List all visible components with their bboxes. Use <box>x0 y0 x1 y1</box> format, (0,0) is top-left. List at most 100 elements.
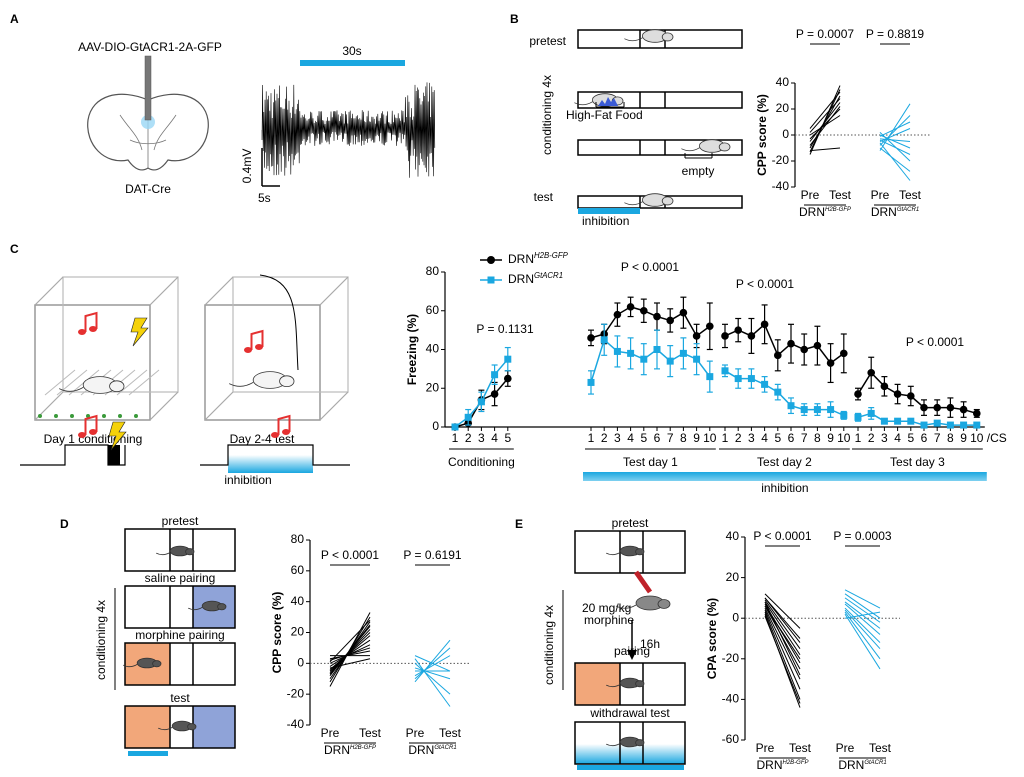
series-line <box>724 323 845 365</box>
x-unit: /CS <box>987 431 1007 445</box>
inhibition-label: inhibition <box>224 473 271 487</box>
arrow-head <box>627 650 637 660</box>
music-note <box>84 414 98 435</box>
data-point <box>854 390 862 398</box>
music-note <box>84 311 98 332</box>
data-point <box>946 403 955 412</box>
y-tick-label: -40 <box>722 692 740 706</box>
y-tick-label: 40 <box>726 529 740 543</box>
box <box>577 91 743 109</box>
y-axis-title: Freezing (%) <box>405 314 419 385</box>
data-point <box>826 359 835 367</box>
data-point <box>760 320 769 329</box>
paired-line <box>414 662 451 695</box>
paired-line <box>844 613 881 670</box>
y-tick-label: -40 <box>287 717 305 731</box>
mouse-tail <box>123 664 138 668</box>
group-base: DRN <box>799 205 825 219</box>
data-point <box>774 351 782 360</box>
step-label: pairing <box>614 644 650 658</box>
syringe-icon <box>633 570 653 594</box>
inhibition-box <box>228 455 313 473</box>
paired-line <box>879 115 911 146</box>
data-point <box>920 403 928 412</box>
p-value: P < 0.0001 <box>906 335 964 349</box>
grid-floor <box>128 369 160 396</box>
data-point <box>907 417 915 425</box>
y-tick-label: -20 <box>722 651 740 665</box>
data-point <box>613 310 622 319</box>
food-label: High-Fat Food <box>566 108 643 122</box>
data-point <box>692 332 701 340</box>
grid-electrode <box>54 414 58 418</box>
cube-edge <box>149 276 179 306</box>
drug-label: morphine <box>584 613 634 627</box>
y-axis-title: CPP score (%) <box>270 592 284 674</box>
group-label: DRNGtACR1 <box>408 743 456 757</box>
y-axis-title: CPA score (%) <box>705 598 719 679</box>
y-tick-label: 60 <box>291 563 305 577</box>
x-tick-label: Test <box>789 741 812 755</box>
box <box>574 530 686 574</box>
data-point <box>504 374 512 383</box>
x-tick-label: 2 <box>868 431 875 445</box>
p-value: P = 0.8819 <box>866 27 924 41</box>
grid-electrode <box>70 414 74 418</box>
group-sup: GtACR1 <box>864 760 886 766</box>
data-point <box>973 421 981 429</box>
section-label: Conditioning <box>448 455 515 469</box>
paired-line <box>879 132 911 162</box>
step-label: morphine pairing <box>135 628 224 642</box>
x-tick-label: 3 <box>614 431 621 445</box>
series-line <box>590 338 711 383</box>
light-spot <box>141 115 155 129</box>
paired-line <box>844 611 881 660</box>
data-point <box>706 322 714 331</box>
group-base: DRN <box>838 758 864 772</box>
panel-label: A <box>10 12 19 26</box>
y-tick-label: -40 <box>772 179 790 193</box>
paired-line <box>809 108 841 140</box>
x-tick-label: 8 <box>814 431 821 445</box>
delay-label: 16h <box>640 637 660 651</box>
data-point <box>959 405 968 414</box>
x-tick-label: 4 <box>894 431 901 445</box>
group-sup: GtACR1 <box>897 207 919 213</box>
x-tick-label: 9 <box>827 431 834 445</box>
group-base: DRN <box>508 272 534 286</box>
step-label: pretest <box>612 516 649 530</box>
cube-edge <box>204 391 234 421</box>
data-point <box>721 332 729 340</box>
paired-line <box>764 593 801 629</box>
music-note <box>250 329 264 350</box>
group-base: DRN <box>508 252 534 266</box>
mouse-tail <box>606 552 621 556</box>
data-point <box>747 332 756 340</box>
scale-v-label: 0.4mV <box>240 149 254 184</box>
grid-electrode <box>134 414 138 418</box>
legend-marker <box>487 276 495 284</box>
data-point <box>800 345 808 354</box>
data-point <box>613 347 621 355</box>
box <box>577 139 743 156</box>
data-point <box>734 375 742 383</box>
data-point <box>867 368 875 377</box>
y-tick-label: 40 <box>776 75 790 89</box>
x-tick-label: 1 <box>855 431 862 445</box>
data-point <box>854 413 862 421</box>
ephys-trace <box>261 82 436 178</box>
paired-line <box>809 102 841 142</box>
music-note <box>78 432 86 438</box>
y-tick-label: 80 <box>426 264 440 278</box>
inhibition-bar <box>577 765 684 770</box>
x-tick-label: Pre <box>871 188 890 202</box>
mouse-head <box>279 375 295 388</box>
data-point <box>787 402 795 410</box>
x-tick-label: 4 <box>761 431 768 445</box>
step-label: pretest <box>162 514 199 528</box>
data-point <box>960 421 968 429</box>
inhibition-label: inhibition <box>582 214 629 228</box>
paired-line <box>844 589 881 609</box>
panel-label: B <box>510 12 519 26</box>
series-line <box>724 370 845 417</box>
